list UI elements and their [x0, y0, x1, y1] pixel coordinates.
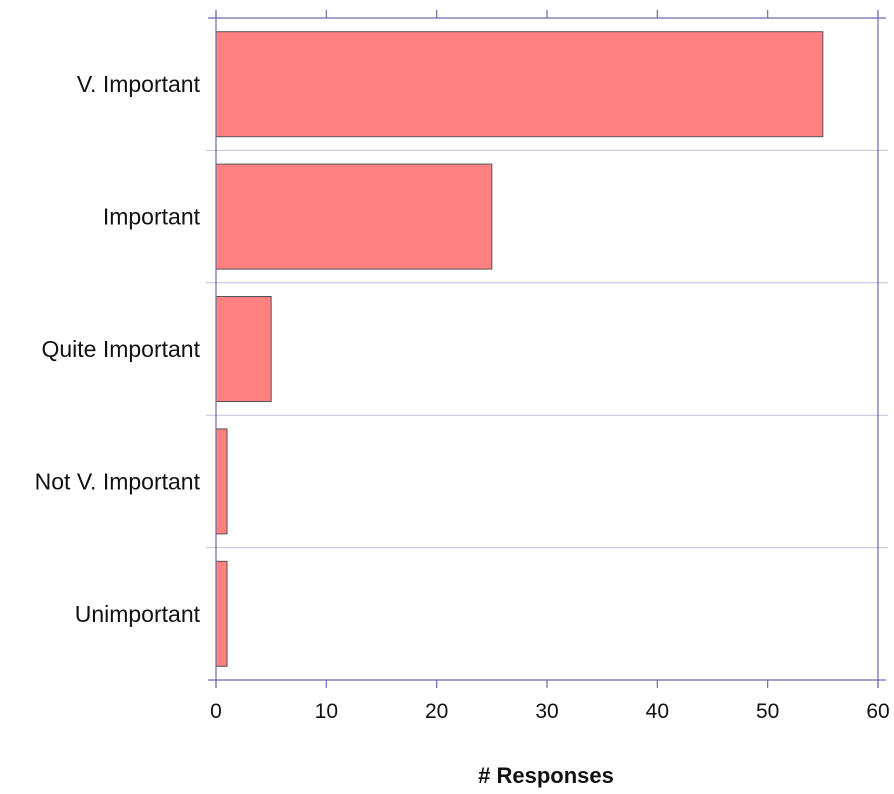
x-tick-label: 0	[210, 700, 222, 723]
category-label: Not V. Important	[35, 468, 201, 494]
x-tick-label: 10	[315, 700, 338, 723]
category-label: Important	[103, 204, 201, 230]
x-tick-label: 20	[425, 700, 448, 723]
bar-not-v-important	[215, 428, 228, 535]
x-tick-label: 30	[535, 700, 558, 723]
bar-v-important	[215, 31, 824, 138]
x-tick-label: 50	[756, 700, 779, 723]
axes	[208, 10, 886, 688]
bars	[215, 31, 824, 667]
grid-lines	[206, 149, 888, 549]
category-label: Unimportant	[75, 601, 201, 627]
bar-unimportant	[215, 560, 228, 667]
x-tick-label: 40	[646, 700, 669, 723]
category-label: Quite Important	[41, 336, 200, 362]
x-tick-label: 60	[866, 700, 889, 723]
x-axis-title: # Responses	[478, 763, 614, 788]
bar-quite-important	[215, 296, 272, 402]
category-label: V. Important	[77, 71, 201, 97]
category-labels: V. Important Important Quite Important Not …	[35, 71, 201, 627]
tick-labels: 0 10 20 30 40 50 60	[210, 700, 890, 723]
bar-important	[215, 163, 493, 270]
